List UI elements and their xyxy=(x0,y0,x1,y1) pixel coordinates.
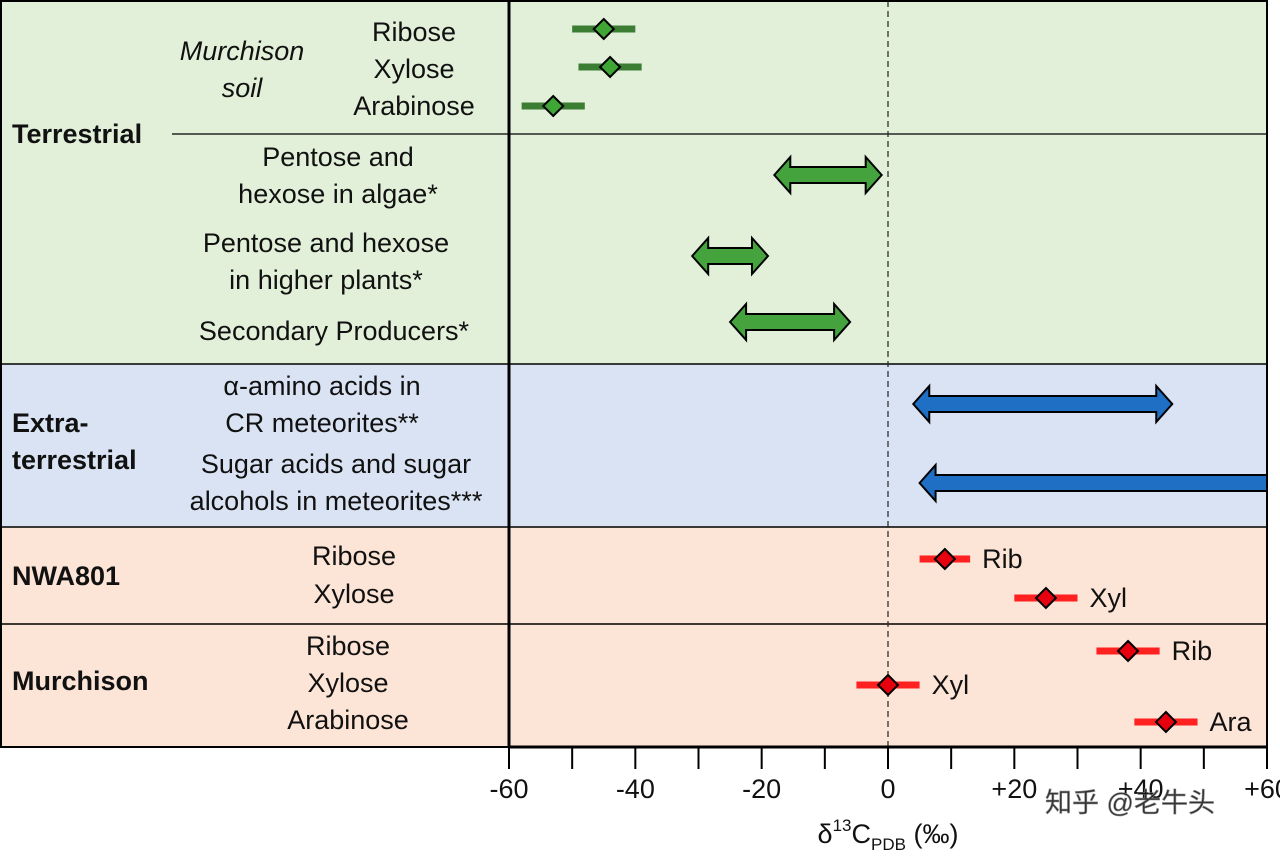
x-tick-label: -40 xyxy=(616,774,655,804)
point-tag: Ara xyxy=(1210,707,1253,737)
group-band xyxy=(1,624,1267,747)
x-tick-label: +60 xyxy=(1244,774,1280,804)
row-label: CR meteorites** xyxy=(225,408,419,438)
x-axis-label: δ13CPDB (‰) xyxy=(818,816,959,854)
row-label: Arabinose xyxy=(287,705,409,735)
group-band xyxy=(1,527,1267,624)
point-tag: Xyl xyxy=(1090,583,1128,613)
watermark: 知乎 @老牛头 xyxy=(1045,788,1215,818)
range-arrow xyxy=(911,383,1174,425)
x-axis-label-part: PDB xyxy=(871,835,906,854)
row-label: Pentose and xyxy=(262,142,414,172)
x-tick-label: -60 xyxy=(489,774,528,804)
data-point xyxy=(541,94,565,118)
x-tick-label: -20 xyxy=(742,774,781,804)
row-label: alcohols in meteorites*** xyxy=(190,486,483,516)
row-label: Ribose xyxy=(312,541,396,571)
data-point xyxy=(1154,710,1178,734)
row-label: hexose in algae* xyxy=(238,179,438,209)
group-band xyxy=(1,364,1267,527)
x-tick-label: +20 xyxy=(991,774,1037,804)
group-band xyxy=(1,1,1267,364)
x-axis-label-part: (‰) xyxy=(906,819,958,849)
range-arrow xyxy=(728,301,852,343)
row-label: Xylose xyxy=(307,668,388,698)
row-label: Xylose xyxy=(373,54,454,84)
range-arrow xyxy=(772,154,884,196)
x-tick-label: +40 xyxy=(1118,774,1164,804)
row-label: Secondary Producers* xyxy=(199,316,470,346)
data-point xyxy=(1034,586,1058,610)
x-axis-label-part: 13 xyxy=(833,816,852,835)
data-point xyxy=(876,673,900,697)
point-tag: Rib xyxy=(982,544,1023,574)
x-axis-label-part: δ xyxy=(818,819,833,849)
subgroup-label: soil xyxy=(222,73,264,103)
range-arrow xyxy=(690,235,770,277)
row-label: α-amino acids in xyxy=(223,371,420,401)
group-label: Murchison xyxy=(12,666,149,696)
range-arrow xyxy=(918,462,1268,504)
point-tag: Rib xyxy=(1172,636,1213,666)
data-point xyxy=(592,17,616,41)
subgroup-label: Murchison xyxy=(180,36,305,66)
data-point xyxy=(933,547,957,571)
row-label: Pentose and hexose xyxy=(203,228,449,258)
row-label: Ribose xyxy=(306,631,390,661)
point-tag: Xyl xyxy=(932,670,970,700)
group-label: terrestrial xyxy=(12,445,137,475)
group-label: Terrestrial xyxy=(12,119,142,149)
row-label: Ribose xyxy=(372,17,456,47)
row-label: Xylose xyxy=(313,579,394,609)
data-point xyxy=(1116,639,1140,663)
x-tick-label: 0 xyxy=(880,774,895,804)
row-label: Sugar acids and sugar xyxy=(201,449,471,479)
row-label: Arabinose xyxy=(353,91,475,121)
row-label: in higher plants* xyxy=(229,265,423,295)
data-point xyxy=(598,55,622,79)
x-axis-label-part: C xyxy=(852,819,872,849)
group-label: Extra- xyxy=(12,408,89,438)
group-label: NWA801 xyxy=(12,561,120,591)
